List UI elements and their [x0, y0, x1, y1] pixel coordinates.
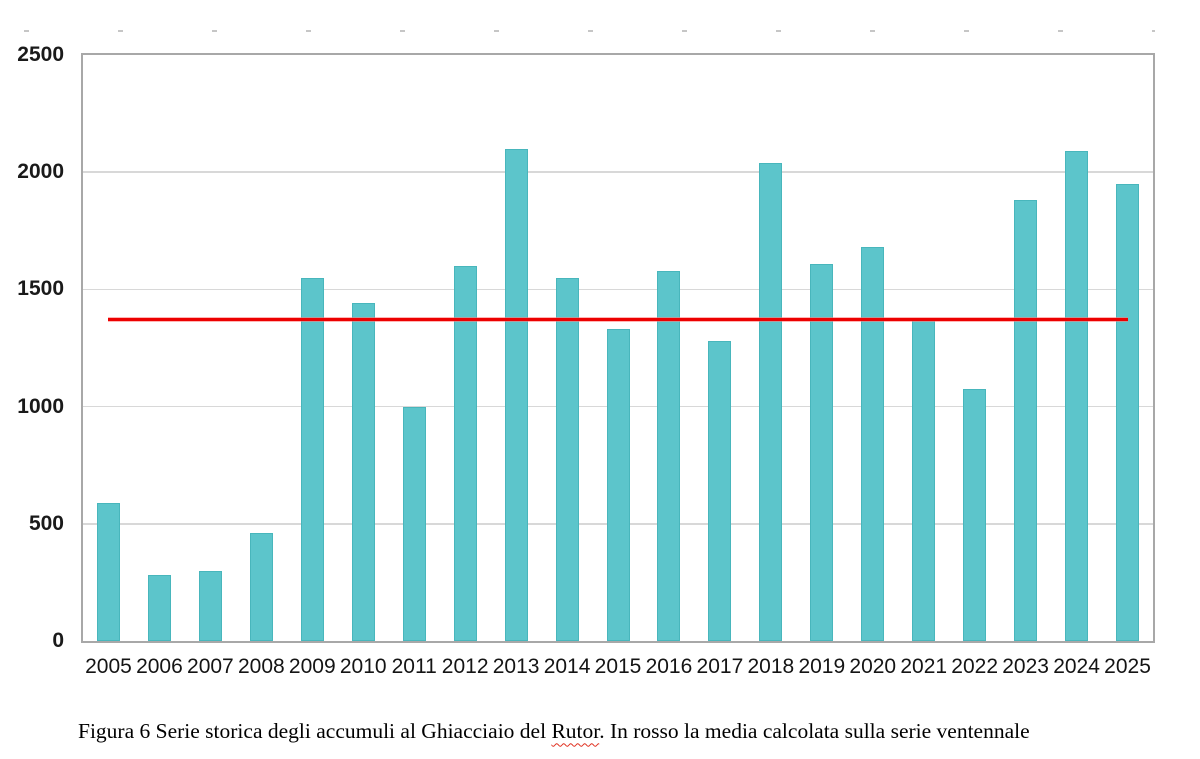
bar-2009	[300, 277, 324, 641]
x-tick-label-2021: 2021	[900, 655, 948, 678]
chart-plot-inner	[83, 55, 1153, 641]
x-tick-label-2008: 2008	[237, 655, 285, 678]
x-tick-label-2024: 2024	[1053, 655, 1100, 678]
x-tick-label-2013: 2013	[492, 655, 540, 678]
bar-2020	[861, 247, 885, 641]
x-tick-label-2012: 2012	[441, 655, 489, 678]
bar-2023	[1014, 200, 1038, 641]
x-tick-label-2006: 2006	[136, 655, 183, 678]
x-tick-label-2007: 2007	[187, 655, 234, 678]
gridline-1500	[83, 288, 1153, 291]
y-tick-label-2500: 2500	[17, 43, 64, 66]
x-tick-label-2020: 2020	[849, 655, 897, 678]
bar-2022	[963, 389, 987, 641]
x-tick-label-2025: 2025	[1104, 655, 1151, 678]
x-tick-label-2023: 2023	[1002, 655, 1049, 678]
x-tick-label-2018: 2018	[747, 655, 795, 678]
bar-2015	[606, 329, 630, 641]
gridline-2000	[83, 171, 1153, 173]
x-tick-label-2010: 2010	[339, 655, 387, 678]
bar-2017	[708, 340, 732, 641]
bar-2010	[351, 303, 375, 641]
x-tick-label-2014: 2014	[543, 655, 591, 678]
bar-2005	[96, 502, 120, 641]
x-tick-label-2005: 2005	[85, 655, 132, 678]
top-dotted-divider	[24, 30, 1155, 32]
x-tick-label-2016: 2016	[645, 655, 693, 678]
bar-2025	[1116, 183, 1140, 641]
x-tick-label-2017: 2017	[696, 655, 744, 678]
mean-line	[108, 318, 1128, 322]
bar-2024	[1065, 151, 1089, 641]
bar-2013	[504, 148, 528, 641]
bar-2018	[759, 162, 783, 641]
caption-suffix: . In rosso la media calcolata sulla seri…	[599, 718, 1030, 743]
bar-2007	[198, 570, 222, 641]
y-tick-label-500: 500	[28, 511, 64, 535]
caption-prefix: Figura 6 Serie storica degli accumuli al…	[78, 718, 552, 743]
bar-2016	[657, 270, 681, 641]
x-tick-label-2009: 2009	[288, 655, 336, 678]
x-tick-label-2015: 2015	[594, 655, 642, 678]
bar-2019	[810, 263, 834, 641]
x-tick-label-2011: 2011	[391, 655, 437, 678]
bar-2014	[555, 277, 579, 641]
y-tick-label-1000: 1000	[17, 394, 64, 418]
bar-2008	[249, 533, 273, 641]
x-tick-label-2022: 2022	[951, 655, 999, 678]
x-tick-label-2019: 2019	[798, 655, 846, 678]
caption-misspelled-word: Rutor	[551, 718, 600, 743]
y-tick-label-0: 0	[52, 629, 64, 652]
bar-2012	[453, 265, 477, 641]
figure-caption: Figura 6 Serie storica degli accumuli al…	[78, 719, 1030, 744]
y-tick-label-2000: 2000	[17, 160, 64, 184]
y-tick-label-1500: 1500	[17, 277, 64, 301]
chart-plot-area	[81, 53, 1155, 643]
bar-2021	[912, 319, 936, 641]
bar-2006	[147, 575, 171, 641]
bar-2011	[402, 406, 426, 641]
